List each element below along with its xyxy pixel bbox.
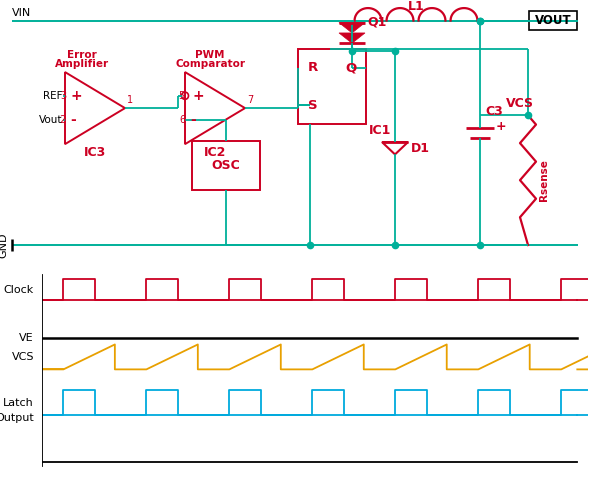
Text: Clock: Clock	[4, 285, 34, 295]
Text: 3: 3	[60, 91, 66, 101]
Text: VIN: VIN	[12, 8, 31, 18]
Polygon shape	[339, 33, 365, 43]
Text: GND: GND	[0, 232, 8, 258]
Text: Rsense: Rsense	[539, 159, 549, 201]
Text: 6: 6	[180, 116, 186, 125]
Text: -: -	[70, 113, 76, 128]
Text: VCS: VCS	[506, 97, 534, 110]
Text: VE: VE	[19, 333, 34, 343]
Text: REF: REF	[43, 91, 62, 101]
FancyBboxPatch shape	[529, 11, 577, 30]
Text: 7: 7	[247, 95, 253, 105]
Text: R: R	[308, 62, 318, 75]
Text: Amplifier: Amplifier	[55, 59, 109, 69]
Text: IC2: IC2	[204, 146, 226, 160]
Text: IC3: IC3	[84, 146, 106, 160]
Text: Comparator: Comparator	[175, 59, 245, 69]
Text: Output: Output	[0, 413, 34, 423]
Text: Q: Q	[346, 62, 356, 75]
Text: PWM: PWM	[195, 50, 225, 60]
Text: Latch: Latch	[3, 398, 34, 408]
Bar	[192, 141, 260, 190]
Text: Error: Error	[67, 50, 97, 60]
Text: L1: L1	[407, 0, 424, 13]
Text: C3: C3	[485, 105, 503, 119]
Text: 2: 2	[60, 116, 66, 125]
Text: OSC: OSC	[212, 159, 241, 172]
Bar	[298, 49, 366, 123]
Text: Q1: Q1	[367, 16, 386, 29]
Text: IC1: IC1	[369, 124, 391, 137]
Text: 1: 1	[127, 95, 133, 105]
Text: +: +	[193, 89, 205, 103]
Text: +: +	[496, 120, 506, 133]
Text: D1: D1	[411, 142, 430, 155]
Text: +: +	[70, 89, 82, 103]
Text: Vout: Vout	[38, 116, 62, 125]
Text: VCS: VCS	[11, 352, 34, 362]
Polygon shape	[339, 22, 365, 33]
Text: 5: 5	[178, 91, 184, 101]
Text: VOUT: VOUT	[535, 14, 571, 27]
Text: -: -	[190, 113, 196, 128]
Text: S: S	[308, 98, 318, 111]
